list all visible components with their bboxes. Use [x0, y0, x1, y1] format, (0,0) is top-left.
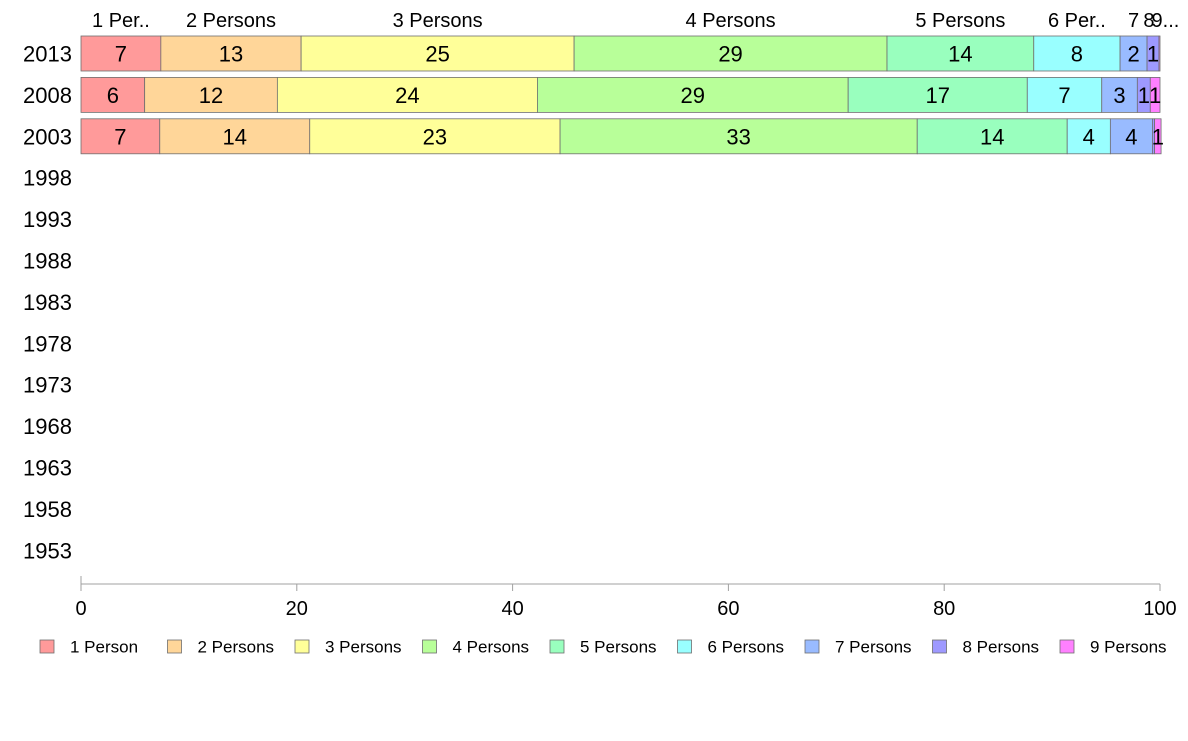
bar-segment [537, 77, 849, 113]
legend-label: 6 Persons [708, 638, 785, 657]
bar-segment [886, 35, 1035, 72]
bar-segment [916, 118, 1068, 155]
segment-top-label: 2 Persons [186, 10, 276, 32]
year-label: 1983 [23, 290, 72, 315]
x-tick-label: 20 [286, 598, 308, 620]
legend-swatch [1059, 639, 1075, 654]
bar-segment [300, 35, 575, 72]
segment-top-label: 1 Per.. [92, 10, 150, 32]
segment-top-label: 4 Persons [686, 10, 776, 32]
legend-label: 4 Persons [453, 638, 530, 657]
bar-segment [1033, 35, 1121, 72]
legend-label: 3 Persons [325, 638, 402, 657]
bar-segment [1101, 77, 1138, 113]
value-label: 17 [925, 83, 949, 108]
value-label: 7 [115, 42, 127, 67]
legend-swatch [422, 639, 437, 654]
segment-top-label: 3 Persons [393, 10, 483, 32]
bar-segment [1149, 77, 1161, 113]
segment-top-label: 7 [1128, 10, 1139, 32]
bar-segment [1154, 118, 1162, 155]
value-label: 7 [1058, 83, 1070, 108]
bar-segment [144, 77, 278, 113]
x-tick-label: 40 [501, 598, 523, 620]
year-label: 2003 [23, 124, 72, 149]
legend-label: 1 Person [70, 638, 138, 657]
value-label: 29 [681, 83, 705, 108]
year-label: 1953 [23, 538, 72, 563]
x-tick-label: 100 [1143, 598, 1176, 620]
year-label: 2008 [23, 83, 72, 108]
value-label: 12 [199, 83, 223, 108]
legend-swatch [294, 639, 310, 654]
value-label: 13 [219, 42, 243, 67]
bar-segment [1158, 35, 1161, 72]
value-label: 24 [395, 83, 419, 108]
value-label: 14 [223, 124, 247, 149]
year-label: 1963 [23, 456, 72, 481]
value-label: 23 [423, 124, 447, 149]
bar-segment [80, 35, 162, 72]
value-label: 1 [1152, 124, 1164, 149]
x-tick-label: 80 [933, 598, 955, 620]
value-label: 2 [1127, 42, 1139, 67]
value-label: 1 [1149, 83, 1161, 108]
bar-segment [1066, 118, 1111, 155]
value-label: 14 [980, 124, 1004, 149]
value-label: 1 [1147, 42, 1159, 67]
value-label: 3 [1113, 83, 1125, 108]
segment-top-label: 5 Persons [915, 10, 1005, 32]
segment-top-label: 6 Per.. [1048, 10, 1106, 32]
year-label: 1993 [23, 207, 72, 232]
legend-label: 7 Persons [835, 638, 912, 657]
value-label: 14 [948, 42, 972, 67]
bar-segment [80, 118, 161, 155]
year-label: 2013 [23, 42, 72, 67]
bar-segment [847, 77, 1028, 113]
legend-swatch [167, 639, 182, 654]
value-label: 4 [1083, 124, 1095, 149]
segment-top-label: 9... [1152, 10, 1180, 32]
year-label: 1973 [23, 373, 72, 398]
value-label: 29 [718, 42, 742, 67]
value-label: 25 [425, 42, 449, 67]
year-label: 1998 [23, 166, 72, 191]
x-tick-label: 0 [75, 598, 86, 620]
value-label: 4 [1125, 124, 1137, 149]
bar-segment [559, 118, 918, 155]
bar-segment [1119, 35, 1148, 72]
legend-label: 8 Persons [963, 638, 1040, 657]
value-label: 33 [726, 124, 750, 149]
bar-segment [573, 35, 888, 72]
legend-label: 2 Persons [198, 638, 275, 657]
bar-segment [1026, 77, 1103, 113]
value-label: 6 [107, 83, 119, 108]
legend-swatch [39, 639, 55, 654]
bar-segment [160, 35, 302, 72]
year-label: 1968 [23, 414, 72, 439]
value-label: 1 [1138, 83, 1150, 108]
value-label: 7 [114, 124, 126, 149]
bar-segment [80, 77, 146, 113]
bar-segment [276, 77, 538, 113]
bar-segment [159, 118, 311, 155]
year-label: 1958 [23, 497, 72, 522]
legend-label: 9 Persons [1090, 638, 1167, 657]
legend-label: 5 Persons [580, 638, 657, 657]
value-label: 8 [1071, 42, 1083, 67]
legend-swatch [804, 639, 820, 654]
segment-top-label: 8 [1143, 10, 1154, 32]
bar-segment [309, 118, 561, 155]
legend-swatch [932, 639, 947, 654]
year-label: 1988 [23, 249, 72, 274]
year-label: 1978 [23, 331, 72, 356]
legend-swatch [677, 639, 692, 654]
x-tick-label: 60 [717, 598, 739, 620]
legend-swatch [549, 639, 565, 654]
